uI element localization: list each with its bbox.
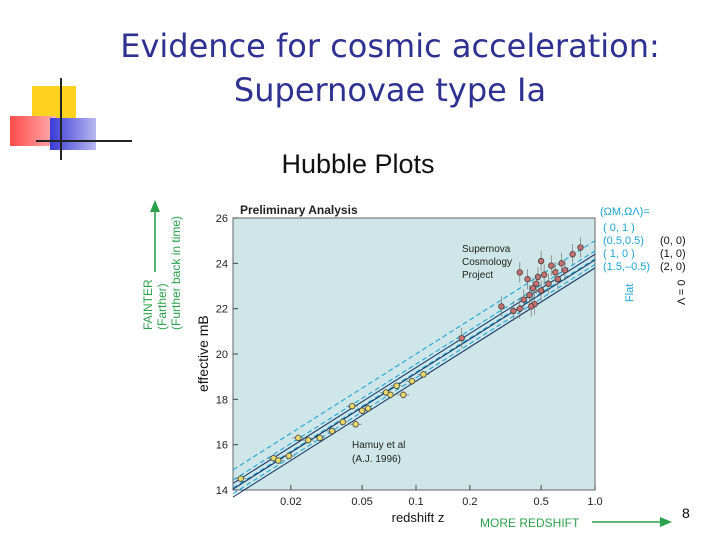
hamuy-point-11 bbox=[358, 407, 366, 414]
y-tick-label-14: 14 bbox=[216, 485, 228, 497]
hamuy-point-9 bbox=[349, 402, 356, 410]
scp-point-15 bbox=[558, 260, 565, 267]
slide-number: 8 bbox=[682, 505, 690, 521]
hamuy-point-6 bbox=[316, 434, 323, 442]
legend-header: (ΩM,ΩΛ)= bbox=[600, 206, 650, 218]
legend-row-3-right: (1, 0) bbox=[660, 248, 686, 260]
scp-point-20 bbox=[537, 257, 545, 265]
hamuy-point-12 bbox=[364, 405, 372, 412]
legend-row-4-right: (2, 0) bbox=[660, 261, 686, 273]
y-tick-label-22: 22 bbox=[216, 304, 228, 316]
scp-point-18 bbox=[577, 244, 584, 251]
scp-point-17 bbox=[569, 251, 576, 258]
scp-point-9 bbox=[537, 287, 545, 294]
y-tick-label-26: 26 bbox=[216, 213, 228, 225]
x-tick-label-4: 0.5 bbox=[533, 496, 548, 508]
scp-point-3 bbox=[520, 296, 527, 303]
x-tick-label-0: 0.02 bbox=[280, 496, 301, 508]
annotation-scp-line-1: Supernova bbox=[462, 244, 511, 255]
y-axis-ticks: 14 16 18 20 22 24 26 bbox=[216, 213, 238, 497]
hamuy-point-0 bbox=[237, 475, 244, 482]
hamuy-point-18 bbox=[420, 371, 427, 378]
legend-row-2-right: (0, 0) bbox=[660, 235, 686, 247]
annotation-hamuy-line-2: (A.J. 1996) bbox=[352, 454, 401, 465]
scp-point-2 bbox=[516, 305, 523, 312]
model-curve-5 bbox=[232, 253, 596, 484]
y-tick-label-16: 16 bbox=[216, 440, 228, 452]
annotation-scp: Supernova Cosmology Project bbox=[462, 244, 515, 281]
x-tick-label-5: 1.0 bbox=[587, 496, 602, 508]
scp-point-4 bbox=[524, 276, 531, 283]
hamuy-point-5 bbox=[305, 436, 312, 444]
hamuy-point-3 bbox=[285, 452, 293, 460]
y-tick-label-18: 18 bbox=[216, 394, 228, 406]
annotation-hamuy-line-1: Hamuy et al bbox=[352, 440, 405, 451]
annotation-hamuy: Hamuy et al (A.J. 1996) bbox=[352, 440, 408, 465]
slide-title-line-1: Evidence for cosmic acceleration: bbox=[120, 27, 660, 65]
more-redshift-label: MORE REDSHIFT bbox=[480, 516, 580, 530]
slide-title-line-2: Supernovae type Ia bbox=[233, 71, 547, 109]
scp-point-14 bbox=[554, 276, 561, 283]
legend-row-4-left: (1.5,–0.5) bbox=[603, 261, 650, 273]
scp-point-12 bbox=[548, 262, 555, 269]
scp-point-10 bbox=[541, 271, 548, 278]
legend-flat-label: Flat bbox=[624, 284, 636, 302]
scp-point-6 bbox=[529, 285, 537, 292]
fainter-annotation: FAINTER (Farther) (Further back in time) bbox=[141, 200, 183, 330]
scp-point-0 bbox=[458, 334, 465, 342]
hamuy-point-4 bbox=[295, 434, 302, 442]
deco-blue-square bbox=[50, 118, 96, 150]
y-axis-label: effective mB bbox=[195, 315, 211, 392]
fainter-label: FAINTER bbox=[141, 279, 155, 330]
legend-row-2-left: (0.5,0.5) bbox=[603, 235, 644, 247]
more-redshift-annotation: MORE REDSHIFT bbox=[480, 516, 672, 530]
scp-point-22 bbox=[510, 307, 517, 315]
annotation-scp-line-2: Cosmology bbox=[462, 257, 512, 268]
hamuy-point-16 bbox=[400, 391, 407, 398]
legend-lambda-label: Λ = 0 bbox=[676, 280, 688, 305]
hamuy-point-14 bbox=[387, 391, 394, 398]
y-tick-label-24: 24 bbox=[216, 258, 228, 270]
scp-point-19 bbox=[516, 269, 523, 276]
hamuy-point-8 bbox=[339, 418, 346, 426]
hamuy-point-17 bbox=[408, 378, 416, 385]
hamuy-point-2 bbox=[275, 457, 282, 464]
x-axis-label: redshift z bbox=[392, 510, 445, 525]
scp-point-13 bbox=[552, 269, 559, 276]
chart-title: Preliminary Analysis bbox=[240, 203, 358, 217]
legend-row-3-left: ( 1, 0 ) bbox=[603, 248, 635, 260]
farther-label: (Farther) bbox=[155, 283, 169, 330]
x-tick-label-1: 0.05 bbox=[351, 496, 372, 508]
fainter-arrow-head bbox=[150, 200, 160, 212]
scp-point-11 bbox=[545, 280, 552, 287]
y-tick-label-20: 20 bbox=[216, 349, 228, 361]
scp-point-21 bbox=[528, 303, 535, 310]
annotation-scp-line-3: Project bbox=[462, 270, 493, 281]
deco-horizontal-line bbox=[36, 140, 132, 142]
scp-point-1 bbox=[498, 303, 505, 310]
data-points bbox=[234, 237, 584, 483]
x-axis-ticks: 0.02 0.05 0.1 0.2 0.5 1.0 bbox=[280, 485, 603, 508]
x-tick-label-3: 0.2 bbox=[462, 496, 477, 508]
slide-title: Evidence for cosmic acceleration: Supern… bbox=[90, 24, 690, 112]
scp-point-5 bbox=[526, 291, 533, 299]
legend: (ΩM,ΩΛ)= ( 0, 1 ) (0.5,0.5) ( 1, 0 ) (1.… bbox=[600, 206, 688, 305]
deco-vertical-line bbox=[60, 78, 62, 160]
scp-point-23 bbox=[533, 280, 540, 287]
figure-heading: Hubble Plots bbox=[281, 149, 434, 179]
further-back-label: (Further back in time) bbox=[169, 216, 183, 330]
hamuy-point-10 bbox=[352, 421, 359, 428]
x-tick-label-2: 0.1 bbox=[408, 496, 423, 508]
scp-point-16 bbox=[561, 266, 569, 274]
more-redshift-arrow-head bbox=[660, 517, 672, 527]
hamuy-point-7 bbox=[328, 427, 336, 435]
legend-row-1-left: ( 0, 1 ) bbox=[603, 222, 635, 234]
hamuy-point-15 bbox=[393, 382, 400, 389]
